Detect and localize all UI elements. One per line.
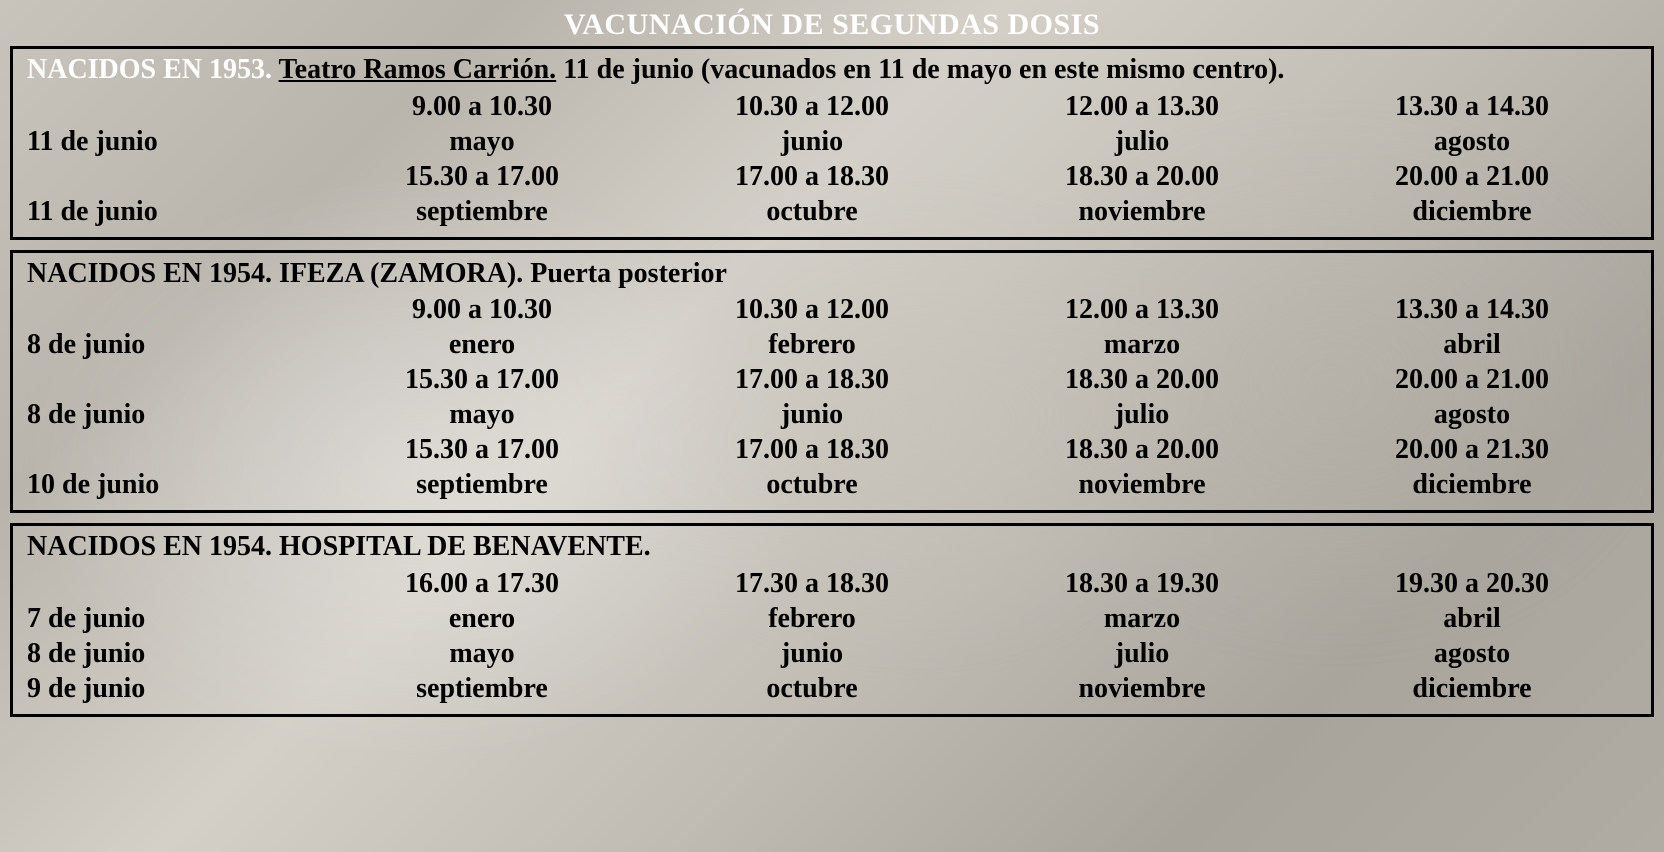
time-slot: 18.30 a 20.00 — [977, 432, 1307, 467]
month-slot: mayo — [317, 124, 647, 159]
time-slot: 12.00 a 13.30 — [977, 292, 1307, 327]
header-location: Teatro Ramos Carrión. — [279, 54, 557, 85]
section-header: NACIDOS EN 1954. HOSPITAL DE BENAVENTE. — [27, 530, 1637, 564]
time-slot: 15.30 a 17.00 — [317, 362, 647, 397]
month-slot: noviembre — [977, 671, 1307, 706]
schedule-row: 15.30 a 17.00 17.00 a 18.30 18.30 a 20.0… — [27, 432, 1637, 467]
time-slot: 13.30 a 14.30 — [1307, 89, 1637, 124]
schedule-section-1953: NACIDOS EN 1953. Teatro Ramos Carrión. 1… — [10, 46, 1654, 240]
header-detail: NACIDOS EN 1954. HOSPITAL DE BENAVENTE. — [27, 531, 651, 562]
month-slot: marzo — [977, 327, 1307, 362]
time-slot: 16.00 a 17.30 — [317, 566, 647, 601]
month-slot: septiembre — [317, 194, 647, 229]
month-slot: abril — [1307, 601, 1637, 636]
month-slot: junio — [647, 397, 977, 432]
time-slot: 17.00 a 18.30 — [647, 432, 977, 467]
month-slot: junio — [647, 124, 977, 159]
schedule-row: 8 de junio enero febrero marzo abril — [27, 327, 1637, 362]
row-date — [27, 292, 317, 327]
month-slot: enero — [317, 601, 647, 636]
month-slot: noviembre — [977, 194, 1307, 229]
header-detail: NACIDOS EN 1954. IFEZA (ZAMORA). Puerta … — [27, 258, 727, 289]
row-date: 11 de junio — [27, 124, 317, 159]
schedule-row: 9 de junio septiembre octubre noviembre … — [27, 671, 1637, 706]
schedule-row: 7 de junio enero febrero marzo abril — [27, 601, 1637, 636]
row-date: 8 de junio — [27, 636, 317, 671]
month-slot: julio — [977, 124, 1307, 159]
schedule-row: 8 de junio mayo junio julio agosto — [27, 397, 1637, 432]
row-date: 8 de junio — [27, 397, 317, 432]
row-date: 10 de junio — [27, 467, 317, 502]
month-slot: julio — [977, 397, 1307, 432]
month-slot: julio — [977, 636, 1307, 671]
time-slot: 12.00 a 13.30 — [977, 89, 1307, 124]
month-slot: diciembre — [1307, 194, 1637, 229]
time-slot: 13.30 a 14.30 — [1307, 292, 1637, 327]
row-date — [27, 362, 317, 397]
schedule-row: 11 de junio septiembre octubre noviembre… — [27, 194, 1637, 229]
month-slot: febrero — [647, 601, 977, 636]
schedule-section-1954-ifeza: NACIDOS EN 1954. IFEZA (ZAMORA). Puerta … — [10, 250, 1654, 514]
schedule-row: 10 de junio septiembre octubre noviembre… — [27, 467, 1637, 502]
row-date — [27, 432, 317, 467]
month-slot: marzo — [977, 601, 1307, 636]
schedule-row: 16.00 a 17.30 17.30 a 18.30 18.30 a 19.3… — [27, 566, 1637, 601]
header-detail: 11 de junio (vacunados en 11 de mayo en … — [563, 54, 1284, 85]
schedule-row: 15.30 a 17.00 17.00 a 18.30 18.30 a 20.0… — [27, 159, 1637, 194]
section-header: NACIDOS EN 1953. Teatro Ramos Carrión. 1… — [27, 53, 1637, 87]
month-slot: diciembre — [1307, 467, 1637, 502]
row-date: 7 de junio — [27, 601, 317, 636]
month-slot: abril — [1307, 327, 1637, 362]
time-slot: 10.30 a 12.00 — [647, 292, 977, 327]
time-slot: 18.30 a 20.00 — [977, 159, 1307, 194]
time-slot: 9.00 a 10.30 — [317, 292, 647, 327]
time-slot: 19.30 a 20.30 — [1307, 566, 1637, 601]
month-slot: agosto — [1307, 636, 1637, 671]
time-slot: 18.30 a 20.00 — [977, 362, 1307, 397]
row-date: 9 de junio — [27, 671, 317, 706]
section-header: NACIDOS EN 1954. IFEZA (ZAMORA). Puerta … — [27, 257, 1637, 291]
row-date — [27, 89, 317, 124]
month-slot: diciembre — [1307, 671, 1637, 706]
time-slot: 18.30 a 19.30 — [977, 566, 1307, 601]
month-slot: octubre — [647, 194, 977, 229]
time-slot: 15.30 a 17.00 — [317, 159, 647, 194]
month-slot: enero — [317, 327, 647, 362]
schedule-row: 8 de junio mayo junio julio agosto — [27, 636, 1637, 671]
month-slot: septiembre — [317, 467, 647, 502]
header-year: NACIDOS EN 1953. — [27, 54, 272, 85]
time-slot: 17.00 a 18.30 — [647, 362, 977, 397]
month-slot: agosto — [1307, 124, 1637, 159]
time-slot: 20.00 a 21.30 — [1307, 432, 1637, 467]
row-date: 11 de junio — [27, 194, 317, 229]
schedule-row: 9.00 a 10.30 10.30 a 12.00 12.00 a 13.30… — [27, 89, 1637, 124]
time-slot: 15.30 a 17.00 — [317, 432, 647, 467]
row-date: 8 de junio — [27, 327, 317, 362]
month-slot: junio — [647, 636, 977, 671]
time-slot: 20.00 a 21.00 — [1307, 362, 1637, 397]
month-slot: septiembre — [317, 671, 647, 706]
month-slot: mayo — [317, 397, 647, 432]
month-slot: febrero — [647, 327, 977, 362]
row-date — [27, 159, 317, 194]
schedule-row: 11 de junio mayo junio julio agosto — [27, 124, 1637, 159]
month-slot: agosto — [1307, 397, 1637, 432]
month-slot: noviembre — [977, 467, 1307, 502]
schedule-row: 15.30 a 17.00 17.00 a 18.30 18.30 a 20.0… — [27, 362, 1637, 397]
month-slot: mayo — [317, 636, 647, 671]
page-title: VACUNACIÓN DE SEGUNDAS DOSIS — [10, 8, 1654, 42]
month-slot: octubre — [647, 467, 977, 502]
time-slot: 9.00 a 10.30 — [317, 89, 647, 124]
schedule-section-1954-benavente: NACIDOS EN 1954. HOSPITAL DE BENAVENTE. … — [10, 523, 1654, 717]
time-slot: 10.30 a 12.00 — [647, 89, 977, 124]
month-slot: octubre — [647, 671, 977, 706]
time-slot: 17.30 a 18.30 — [647, 566, 977, 601]
schedule-row: 9.00 a 10.30 10.30 a 12.00 12.00 a 13.30… — [27, 292, 1637, 327]
time-slot: 17.00 a 18.30 — [647, 159, 977, 194]
time-slot: 20.00 a 21.00 — [1307, 159, 1637, 194]
row-date — [27, 566, 317, 601]
